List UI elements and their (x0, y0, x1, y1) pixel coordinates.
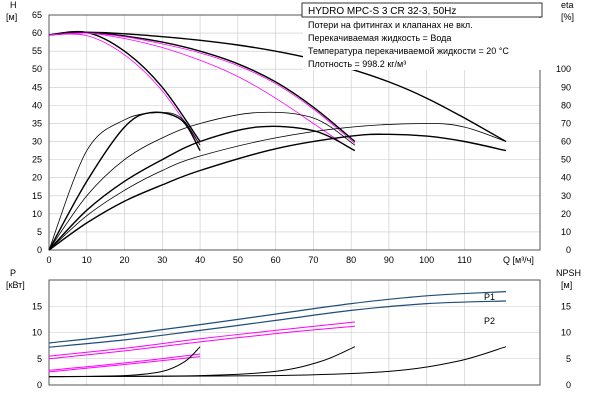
system-curve (48, 353, 201, 371)
flow-tick-label: 110 (457, 255, 471, 265)
flow-tick-label: 80 (346, 255, 356, 265)
head-tick-label: 15 (32, 191, 42, 201)
eta-tick-label: 40 (561, 173, 571, 183)
head-tick-label: 65 (32, 10, 42, 20)
flow-axis-label: Q [м³/ч] (503, 255, 534, 265)
head-tick-label: 50 (32, 64, 42, 74)
npsh-tick-label: 0 (566, 380, 571, 390)
head-tick-label: 45 (32, 82, 42, 92)
system-curve (48, 32, 356, 144)
head-curve (48, 30, 201, 142)
head-tick-label: 40 (32, 100, 42, 110)
head-curve (48, 31, 507, 143)
lower-chart-grid (49, 280, 540, 385)
eta-tick-label: 10 (561, 227, 571, 237)
system-curve (48, 356, 201, 373)
p1-power-curve (48, 291, 507, 344)
upper-plot-frame (48, 14, 541, 251)
legend-p2: P2 (484, 316, 495, 326)
power-tick-label: 10 (32, 328, 42, 338)
note-liquid: Перекачиваемая жидкость = Вода (308, 33, 451, 43)
head-tick-label: 10 (32, 209, 42, 219)
head-tick-label: 60 (32, 28, 42, 38)
upper-chart-series (48, 30, 507, 251)
npsh-curve (48, 346, 507, 378)
eta-tick-label: 30 (561, 191, 571, 201)
power-tick-label: 15 (32, 301, 42, 311)
flow-tick-label: 40 (195, 255, 205, 265)
head-axis-unit: [м] (6, 12, 17, 22)
npsh-axis-unit: [м] (561, 280, 572, 290)
power-axis-unit: [кВт] (6, 280, 25, 290)
flow-tick-label: 30 (157, 255, 167, 265)
eta-tick-label: 0 (566, 245, 571, 255)
system-curve (48, 321, 355, 357)
efficiency-curve (48, 111, 201, 251)
note-density: Плотность = 998.2 кг/м³ (308, 59, 406, 69)
notes-background (303, 18, 543, 70)
flow-tick-label: 70 (308, 255, 318, 265)
p2-power-curve (48, 300, 507, 348)
head-tick-label: 35 (32, 118, 42, 128)
title-box (301, 2, 543, 18)
flow-tick-label: 20 (120, 255, 130, 265)
power-tick-label: 5 (37, 354, 42, 364)
efficiency-curve (48, 123, 507, 251)
eta-tick-label: 70 (561, 118, 571, 128)
head-tick-label: 5 (37, 227, 42, 237)
efficiency-curve (48, 111, 356, 251)
power-tick-label: 0 (37, 380, 42, 390)
flow-tick-label: 90 (384, 255, 394, 265)
npsh-axis-label: NPSH (556, 268, 581, 278)
system-curve (48, 33, 201, 146)
flow-tick-label: 60 (271, 255, 281, 265)
flow-tick-label: 100 (419, 255, 434, 265)
head-tick-label: 0 (37, 245, 42, 255)
lower-chart-series (48, 291, 507, 378)
eta-tick-label: 80 (561, 100, 571, 110)
head-tick-label: 55 (32, 46, 42, 56)
eta-axis-label: eta (561, 0, 574, 10)
efficiency-curve (48, 133, 507, 251)
head-tick-label: 20 (32, 173, 42, 183)
chart-title: HYDRO MPC-S 3 CR 32-3, 50Hz (308, 6, 456, 17)
npsh-tick-label: 10 (561, 328, 571, 338)
efficiency-curve (48, 112, 201, 251)
efficiency-curve (48, 125, 356, 251)
head-curve (48, 31, 356, 143)
lower-plot-frame (48, 279, 541, 386)
eta-axis-unit: [%] (561, 12, 574, 22)
flow-tick-label: 50 (233, 255, 243, 265)
legend-p1: P1 (484, 292, 495, 302)
system-curve (48, 325, 355, 360)
head-tick-label: 25 (32, 155, 42, 165)
head-axis-label: H (10, 0, 17, 10)
eta-tick-label: 100 (556, 64, 571, 74)
axis-ticks: 0 10 20 30 40 50 60 70 80 90 100 110051015202530354… (32, 10, 571, 390)
npsh-tick-label: 15 (561, 301, 571, 311)
note-temperature: Температура перекачиваемой жидкости = 20… (308, 46, 509, 56)
flow-tick-label: 10 (82, 255, 92, 265)
npsh-tick-label: 5 (566, 354, 571, 364)
head-tick-label: 30 (32, 137, 42, 147)
note-fittings: Потери на фитингах и клапанах не вкл. (308, 20, 473, 30)
eta-tick-label: 60 (561, 137, 571, 147)
eta-tick-label: 90 (561, 82, 571, 92)
flow-tick-label: 0 (46, 255, 51, 265)
eta-tick-label: 20 (561, 209, 571, 219)
eta-tick-label: 50 (561, 155, 571, 165)
power-axis-label: P (10, 268, 16, 278)
